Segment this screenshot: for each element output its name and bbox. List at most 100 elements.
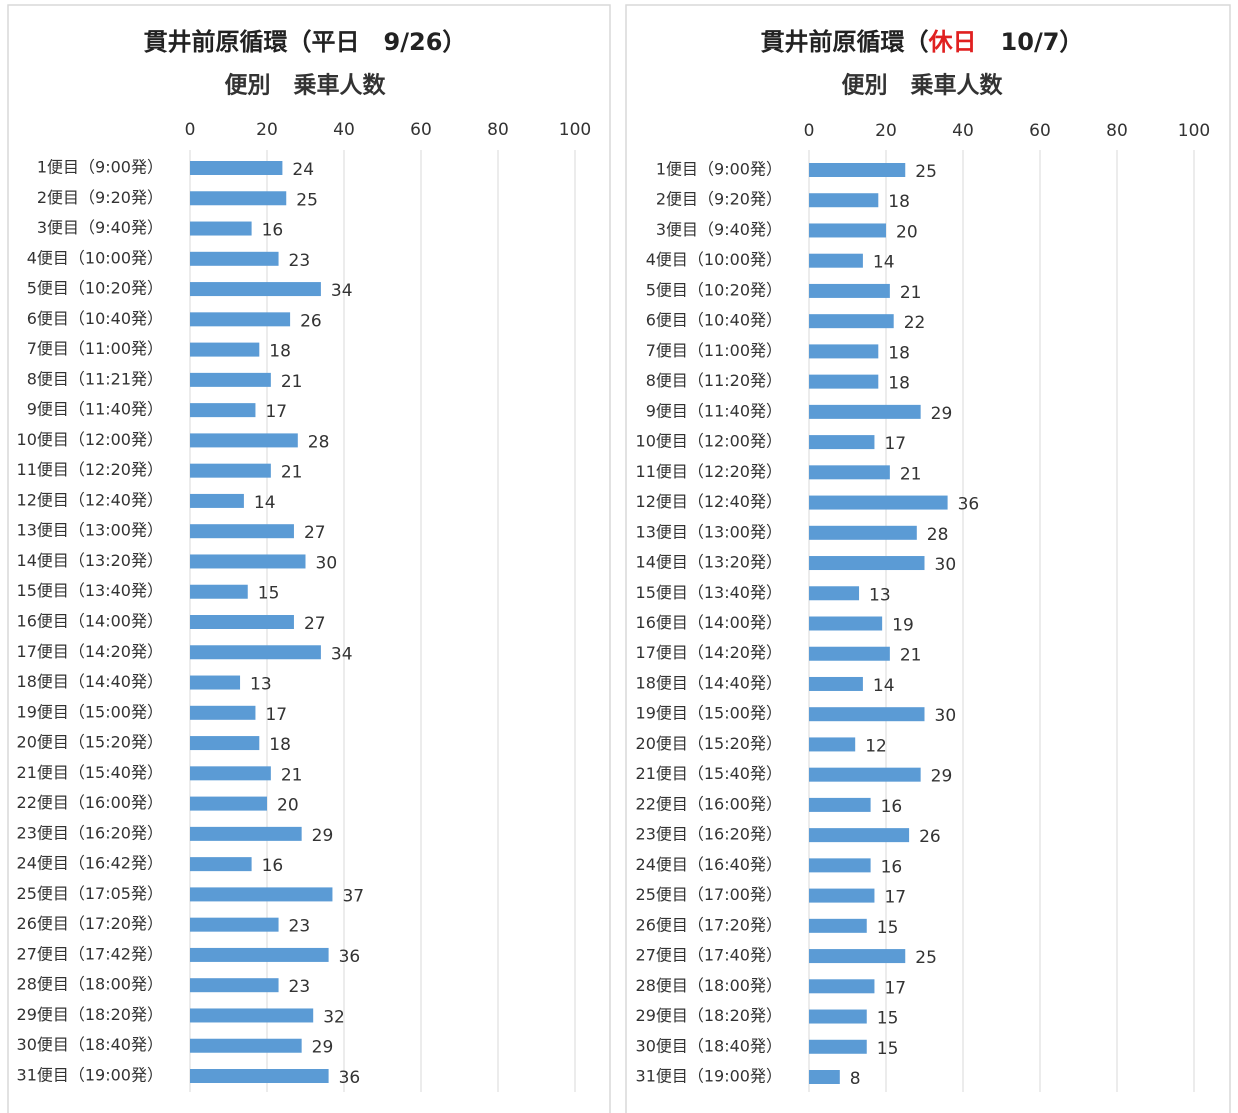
- category-label: 8便目（11:21発）: [27, 369, 163, 388]
- x-tick-label: 0: [804, 121, 815, 141]
- chart-title: 貫井前原循環（休日 10/7）: [761, 28, 1084, 56]
- category-label: 10便目（12:00発）: [17, 430, 163, 449]
- bar: [190, 766, 271, 781]
- category-label: 8便目（11:20発）: [646, 371, 782, 390]
- bar: [809, 767, 921, 782]
- bar: [809, 646, 890, 661]
- bar: [809, 556, 925, 571]
- bar: [809, 676, 863, 691]
- chart-subtitle: 便別 乗車人数: [225, 73, 387, 99]
- category-label: 25便目（17:00発）: [636, 885, 782, 904]
- chart-panel: [625, 4, 1231, 1113]
- data-label: 15: [258, 584, 280, 604]
- data-label: 17: [884, 434, 906, 454]
- bar: [809, 797, 871, 812]
- category-label: 25便目（17:05発）: [17, 884, 163, 903]
- bar: [190, 191, 287, 206]
- bar: [190, 947, 329, 962]
- data-label: 29: [931, 404, 953, 424]
- category-label: 24便目（16:42発）: [17, 854, 163, 873]
- x-tick-label: 20: [875, 121, 897, 141]
- bar: [809, 586, 860, 601]
- category-label: 27便目（17:40発）: [636, 946, 782, 965]
- category-label: 3便目（9:40発）: [656, 220, 782, 239]
- data-label: 29: [312, 826, 334, 846]
- data-label: 21: [900, 646, 922, 666]
- data-label: 21: [281, 765, 303, 785]
- category-label: 11便目（12:20発）: [636, 462, 782, 481]
- chart-title: 貫井前原循環（平日 9/26）: [144, 28, 467, 56]
- category-label: 13便目（13:00発）: [636, 522, 782, 541]
- bar: [809, 1009, 867, 1024]
- data-label: 13: [869, 585, 891, 605]
- data-label: 25: [296, 190, 318, 210]
- data-label: 21: [281, 372, 303, 392]
- data-label: 34: [331, 281, 353, 301]
- category-label: 17便目（14:20発）: [636, 643, 782, 662]
- data-label: 20: [277, 796, 299, 816]
- data-label: 14: [873, 676, 895, 696]
- category-label: 15便目（13:40発）: [636, 583, 782, 602]
- category-label: 29便目（18:20発）: [17, 1005, 163, 1024]
- data-label: 15: [877, 1009, 899, 1029]
- data-label: 26: [919, 827, 941, 847]
- category-label: 29便目（18:20発）: [636, 1006, 782, 1025]
- data-label: 20: [896, 222, 918, 242]
- bar: [809, 1039, 867, 1054]
- bar: [190, 1069, 329, 1083]
- data-label: 16: [881, 797, 903, 817]
- data-label: 16: [881, 857, 903, 877]
- data-label: 23: [289, 917, 311, 937]
- category-label: 20便目（15:20発）: [636, 734, 782, 753]
- category-label: 30便目（18:40発）: [636, 1036, 782, 1055]
- data-label: 24: [292, 160, 314, 180]
- bar: [190, 282, 321, 297]
- x-tick-label: 60: [1029, 121, 1051, 141]
- x-tick-label: 60: [410, 120, 432, 140]
- category-label: 17便目（14:20発）: [17, 642, 163, 661]
- bar: [809, 404, 921, 419]
- data-label: 34: [331, 644, 353, 664]
- data-label: 30: [316, 553, 338, 573]
- bar: [809, 465, 890, 480]
- bar: [190, 342, 260, 357]
- x-tick-label: 80: [1106, 121, 1128, 141]
- category-label: 19便目（15:00発）: [636, 704, 782, 723]
- data-label: 22: [904, 313, 926, 333]
- data-label: 13: [250, 675, 272, 695]
- data-label: 29: [312, 1038, 334, 1058]
- bar: [809, 1070, 840, 1084]
- bar: [190, 645, 321, 660]
- bar: [809, 314, 894, 329]
- bar: [190, 887, 333, 902]
- bar: [190, 554, 306, 569]
- bar: [190, 221, 252, 236]
- bar: [190, 251, 279, 266]
- title-segment: 休日: [928, 28, 977, 56]
- category-label: 22便目（16:00発）: [636, 794, 782, 813]
- bar: [190, 524, 294, 539]
- category-label: 9便目（11:40発）: [27, 400, 163, 419]
- bar: [809, 737, 856, 752]
- category-label: 7便目（11:00発）: [646, 341, 782, 360]
- x-tick-label: 100: [1178, 121, 1210, 141]
- bar: [809, 374, 879, 389]
- bar: [190, 372, 271, 387]
- data-label: 28: [927, 525, 949, 545]
- data-label: 15: [877, 918, 899, 938]
- category-label: 2便目（9:20発）: [656, 190, 782, 209]
- category-label: 31便目（19:00発）: [17, 1066, 163, 1085]
- x-tick-label: 80: [487, 120, 509, 140]
- category-label: 26便目（17:20発）: [636, 915, 782, 934]
- data-label: 26: [300, 311, 322, 331]
- data-label: 21: [900, 464, 922, 484]
- category-label: 26便目（17:20発）: [17, 914, 163, 933]
- category-label: 4便目（10:00発）: [646, 250, 782, 269]
- bar: [809, 616, 883, 631]
- category-label: 27便目（17:42発）: [17, 944, 163, 963]
- category-label: 14便目（13:20発）: [17, 551, 163, 570]
- category-label: 23便目（16:20発）: [17, 823, 163, 842]
- data-label: 17: [884, 888, 906, 908]
- data-label: 18: [888, 343, 910, 363]
- category-label: 5便目（10:20発）: [27, 279, 163, 298]
